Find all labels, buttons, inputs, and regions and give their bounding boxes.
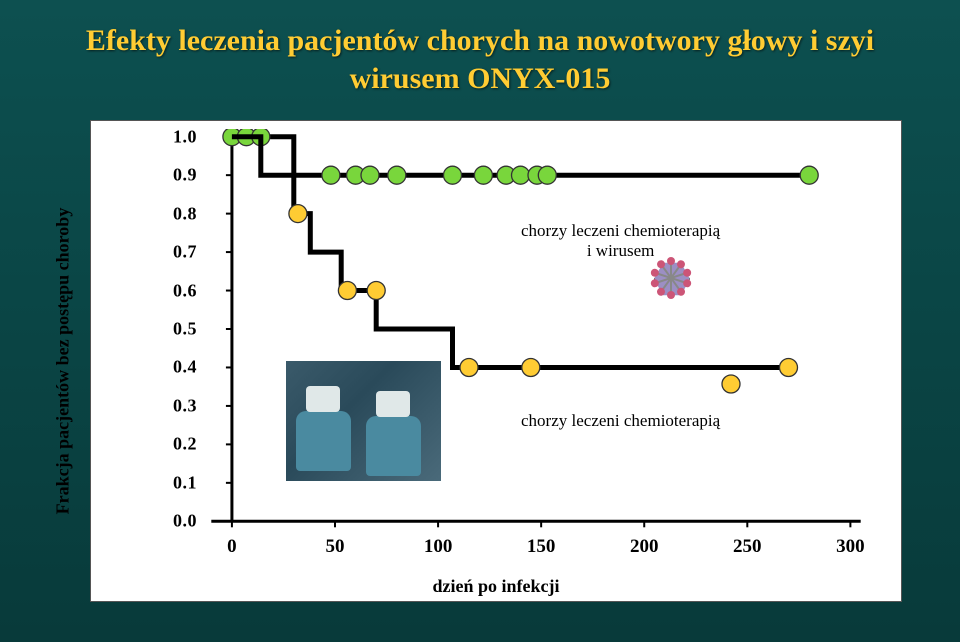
- x-tick-label: 200: [630, 536, 659, 558]
- y-tick-label: 0.7: [173, 242, 197, 263]
- x-tick-label: 100: [424, 536, 453, 558]
- annot-line: i wirusem: [587, 241, 655, 260]
- y-tick-label: 0.2: [173, 434, 197, 455]
- virus-icon: [646, 253, 696, 303]
- x-axis-ticks: 0 50 100 150 200 250 300: [201, 536, 871, 564]
- x-tick-label: 300: [836, 536, 865, 558]
- y-tick-label: 0.3: [173, 395, 197, 416]
- y-tick-label: 0.8: [173, 203, 197, 224]
- x-tick-label: 150: [527, 536, 556, 558]
- surgery-photo: [286, 361, 441, 481]
- y-axis-label: Frakcja pacjentów bez postępu choroby: [53, 208, 74, 515]
- y-axis-ticks: 0.0 0.1 0.2 0.3 0.4 0.5 0.6 0.7 0.8 0.9 1.0: [153, 129, 197, 529]
- y-tick-label: 0.1: [173, 472, 197, 493]
- y-tick-label: 0.4: [173, 357, 197, 378]
- y-tick-label: 0.0: [173, 511, 197, 532]
- y-tick-label: 0.5: [173, 319, 197, 340]
- annot-line: chorzy leczeni chemioterapią: [521, 221, 720, 240]
- series-label-chemo: chorzy leczeni chemioterapią: [521, 411, 720, 431]
- x-tick-label: 50: [326, 536, 345, 558]
- annot-line: chorzy leczeni chemioterapią: [521, 411, 720, 430]
- x-tick-label: 0: [227, 536, 237, 558]
- x-axis-label: dzień po infekcji: [91, 576, 901, 597]
- x-tick-label: 250: [733, 536, 762, 558]
- survival-chart: Frakcja pacjentów bez postępu choroby dz…: [90, 120, 902, 602]
- y-tick-label: 0.9: [173, 165, 197, 186]
- title-line-2: wirusem ONYX-015: [350, 62, 611, 95]
- title-line-1: Efekty leczenia pacjentów chorych na now…: [86, 24, 874, 57]
- slide-title: Efekty leczenia pacjentów chorych na now…: [0, 0, 960, 97]
- y-tick-label: 0.6: [173, 280, 197, 301]
- y-tick-label: 1.0: [173, 126, 197, 147]
